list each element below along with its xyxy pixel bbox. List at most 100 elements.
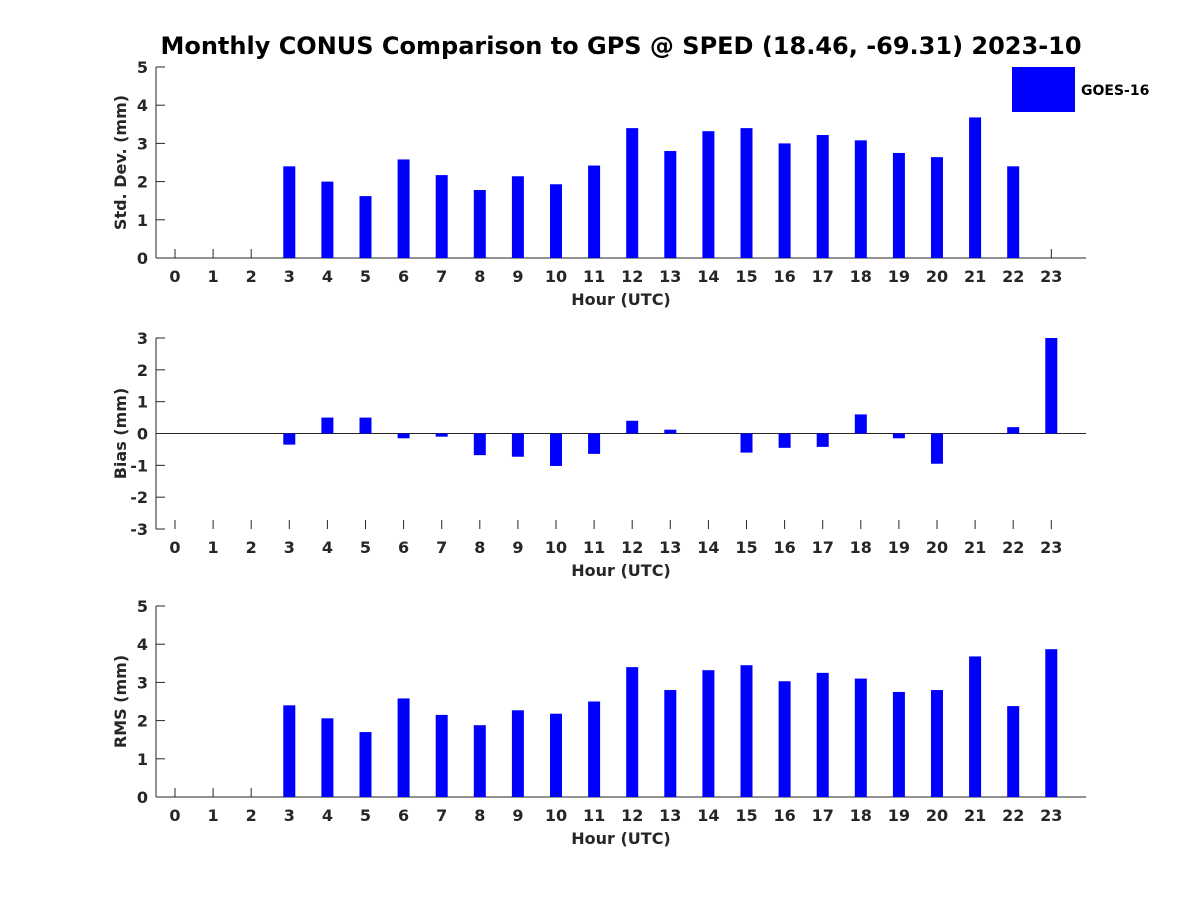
bias-x-label: Hour (UTC)	[571, 561, 671, 580]
std-dev-x-tick-label: 23	[1040, 267, 1062, 286]
bias-x-tick-label: 7	[436, 538, 447, 557]
chart-title: Monthly CONUS Comparison to GPS @ SPED (…	[160, 32, 1081, 60]
std-dev-bar-hour-9	[511, 176, 524, 258]
std-dev-bar-hour-16	[778, 143, 791, 258]
std-dev-x-tick-label: 15	[735, 267, 757, 286]
std-dev-bar-hour-4	[321, 181, 334, 258]
rms-bar-hour-10	[550, 713, 562, 797]
rms-y-tick-label: 5	[137, 597, 148, 616]
rms-bar-hour-23	[1045, 649, 1058, 797]
std-dev-x-tick-label: 17	[812, 267, 834, 286]
std-dev-x-tick-label: 18	[850, 267, 872, 286]
rms-bar-hour-18	[854, 678, 867, 797]
std-dev-bar-hour-14	[702, 131, 715, 258]
bias-bar-hour-22	[1007, 427, 1020, 434]
std-dev-x-tick-label: 2	[246, 267, 257, 286]
rms-bar-hour-4	[321, 718, 334, 797]
bias-x-tick-label: 8	[474, 538, 485, 557]
bias-x-tick-label: 9	[512, 538, 523, 557]
bias-x-tick-label: 6	[398, 538, 409, 557]
bias-x-tick-label: 21	[964, 538, 986, 557]
rms-x-tick-label: 23	[1040, 806, 1062, 825]
rms-x-tick-label: 7	[436, 806, 447, 825]
bias-bar-hour-6	[397, 433, 410, 439]
rms-bar-hour-14	[702, 670, 715, 797]
std-dev-bar-hour-3	[283, 166, 296, 258]
rms-bar-hour-9	[511, 710, 524, 797]
bias-x-tick-label: 11	[583, 538, 605, 557]
std-dev-x-tick-label: 14	[697, 267, 719, 286]
std-dev-y-label: Std. Dev. (mm)	[111, 95, 130, 230]
rms-x-tick-label: 9	[512, 806, 523, 825]
bias-y-tick-label: 2	[137, 361, 148, 380]
rms-bar-hour-7	[435, 714, 448, 797]
std-dev-x-tick-label: 12	[621, 267, 643, 286]
bias-bar-hour-11	[588, 433, 601, 454]
std-dev-x-tick-label: 4	[322, 267, 333, 286]
bias-x-tick-label: 17	[812, 538, 834, 557]
bias-y-tick-label: -2	[130, 488, 148, 507]
bias-x-tick-label: 20	[926, 538, 948, 557]
rms-x-tick-label: 18	[850, 806, 872, 825]
std-dev-x-tick-label: 0	[169, 267, 180, 286]
std-dev-bar-hour-8	[473, 190, 486, 258]
rms-x-tick-label: 3	[284, 806, 295, 825]
std-dev-x-tick-label: 9	[512, 267, 523, 286]
bias-bar-hour-5	[359, 417, 372, 434]
rms-x-tick-label: 14	[697, 806, 719, 825]
rms-bar-hour-8	[473, 725, 486, 797]
rms-bar-hour-19	[892, 691, 905, 797]
std-dev-bar-hour-12	[626, 128, 639, 258]
bias-bar-hour-12	[626, 420, 639, 434]
bias-y-label: Bias (mm)	[111, 388, 130, 480]
std-dev-x-tick-label: 19	[888, 267, 910, 286]
std-dev-bar-hour-22	[1007, 166, 1020, 258]
bias-bar-hour-8	[473, 433, 486, 456]
std-dev-x-label: Hour (UTC)	[571, 290, 671, 309]
rms-bar-hour-22	[1007, 706, 1020, 797]
rms-bar-hour-6	[397, 698, 410, 797]
std-dev-bar-hour-15	[740, 128, 753, 258]
rms-x-tick-label: 13	[659, 806, 681, 825]
rms-y-tick-label: 1	[137, 750, 148, 769]
std-dev-bar-hour-21	[969, 117, 982, 258]
chart-legend: GOES-16	[1012, 67, 1149, 112]
std-dev-bar-hour-10	[550, 184, 562, 258]
bias-x-tick-label: 23	[1040, 538, 1062, 557]
bias-bar-hour-7	[435, 433, 448, 437]
bias-x-tick-label: 10	[545, 538, 567, 557]
rms-y-tick-label: 2	[137, 712, 148, 731]
rms-x-tick-label: 19	[888, 806, 910, 825]
std-dev-y-tick-label: 3	[137, 134, 148, 153]
std-dev-x-tick-label: 8	[474, 267, 485, 286]
rms-x-tick-label: 11	[583, 806, 605, 825]
bias-bar-hour-3	[283, 433, 296, 445]
std-dev-x-tick-label: 13	[659, 267, 681, 286]
rms-bar-hour-12	[626, 667, 639, 797]
rms-bar-hour-13	[664, 690, 677, 797]
rms-x-tick-label: 10	[545, 806, 567, 825]
bias-y-tick-label: 1	[137, 393, 148, 412]
rms-y-tick-label: 0	[137, 788, 148, 807]
rms-y-tick-label: 3	[137, 673, 148, 692]
rms-x-tick-label: 21	[964, 806, 986, 825]
bias-x-tick-label: 5	[360, 538, 371, 557]
rms-bar-hour-16	[778, 681, 791, 797]
rms-x-tick-label: 5	[360, 806, 371, 825]
legend-swatch	[1012, 67, 1075, 112]
bias-bar-hour-18	[854, 414, 867, 434]
legend-label: GOES-16	[1081, 83, 1149, 99]
std-dev-bar-hour-7	[435, 175, 448, 258]
rms-x-tick-label: 16	[773, 806, 795, 825]
rms-x-tick-label: 17	[812, 806, 834, 825]
bias-x-tick-label: 14	[697, 538, 719, 557]
bias-y-tick-label: -3	[130, 520, 148, 539]
rms-x-tick-label: 12	[621, 806, 643, 825]
bias-bar-hour-19	[892, 433, 905, 439]
rms-x-tick-label: 20	[926, 806, 948, 825]
rms-bar-hour-3	[283, 705, 296, 797]
